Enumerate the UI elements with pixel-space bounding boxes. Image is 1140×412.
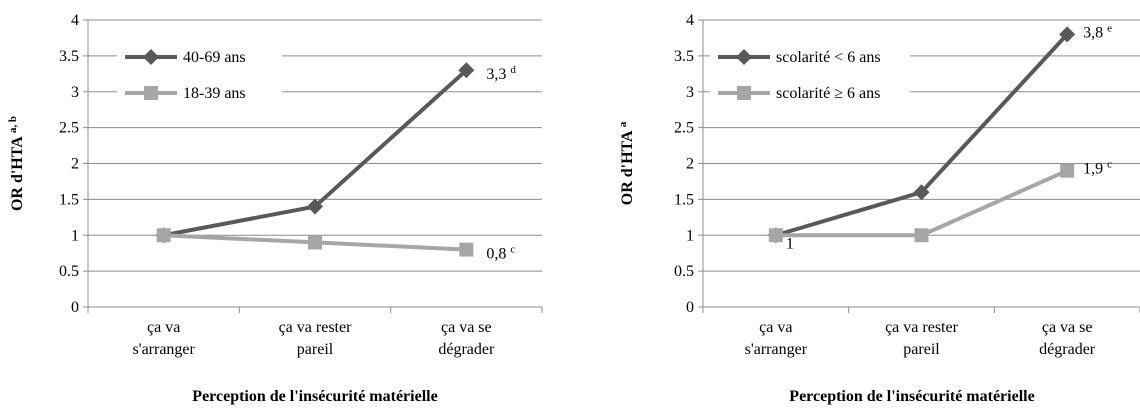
data-point-diamond <box>458 62 475 79</box>
y-tick-label: 4 <box>71 12 79 29</box>
x-tick-label: ça va s'arranger <box>745 319 808 358</box>
data-label: 1,9 c <box>1083 159 1112 178</box>
data-point-square <box>768 228 783 243</box>
legend-item-1: scolarité < 6 ans <box>718 49 881 66</box>
y-tick-label: 1 <box>686 227 694 244</box>
y-axis-title: OR d'HTA a <box>617 121 636 205</box>
y-tick-label: 2.5 <box>59 120 79 137</box>
data-point-square <box>1060 163 1075 178</box>
y-tick-label: 0 <box>686 299 694 316</box>
y-tick-label: 0 <box>71 299 79 316</box>
y-tick-label: 1.5 <box>674 191 694 208</box>
y-axis-title: OR d'HTA a, b <box>7 116 26 211</box>
series-line-2 <box>775 168 1068 238</box>
data-point-diamond <box>307 198 323 215</box>
legend-item-1: 40-69 ans <box>125 49 246 66</box>
x-tick-label: ça va se dégrader <box>1039 319 1096 358</box>
legend-label: 40-69 ans <box>183 49 246 66</box>
legend-label: scolarité < 6 ans <box>776 49 881 66</box>
legend-background <box>117 39 282 113</box>
data-point-diamond <box>1059 26 1076 43</box>
y-tick-label: 4 <box>686 12 694 29</box>
chart-2: 0 0.5 1 1.5 2 2.5 3 3.5 4 ça va s'arranger ça va re… <box>617 12 1140 405</box>
data-label: 1 <box>786 235 794 252</box>
y-tick-label: 1 <box>71 227 79 244</box>
y-tick-label: 2.5 <box>674 120 694 137</box>
data-point-square <box>156 228 171 243</box>
x-tick-label: ça va se dégrader <box>438 319 495 358</box>
y-tick-label: 0.5 <box>59 263 79 280</box>
data-point-square <box>914 228 929 243</box>
x-tick-label: ça va s'arranger <box>132 319 195 358</box>
y-tick-label: 3 <box>71 84 79 101</box>
data-point-square <box>308 235 322 250</box>
legend-label: 18-39 ans <box>183 85 246 102</box>
x-axis-title: Perception de l'insécurité matérielle <box>192 388 437 405</box>
legend-label: scolarité ≥ 6 ans <box>776 85 880 102</box>
y-tick-label: 2 <box>71 156 79 173</box>
y-tick-label: 2 <box>686 156 694 173</box>
data-label: 3,8 e <box>1083 22 1112 41</box>
x-tick-label: ça va rester pareil <box>885 319 959 358</box>
x-axis-title: Perception de l'insécurité matérielle <box>789 388 1034 405</box>
legend-item-2: 18-39 ans <box>125 85 246 102</box>
data-point-square <box>459 242 474 257</box>
chart-1: 0 0.5 1 1.5 2 2.5 3 3.5 4 ça va s'arranger ça va re… <box>7 12 543 405</box>
y-tick-label: 0.5 <box>674 263 694 280</box>
data-label: 0,8 c <box>486 244 515 263</box>
y-tick-label: 1.5 <box>59 191 79 208</box>
y-tick-label: 3.5 <box>59 48 79 65</box>
data-point-diamond <box>913 184 930 201</box>
data-label: 3,3 d <box>486 64 516 83</box>
y-tick-label: 3.5 <box>674 48 694 65</box>
legend-item-2: scolarité ≥ 6 ans <box>718 85 880 102</box>
x-tick-label: ça va rester pareil <box>279 319 353 358</box>
y-tick-label: 3 <box>686 84 694 101</box>
